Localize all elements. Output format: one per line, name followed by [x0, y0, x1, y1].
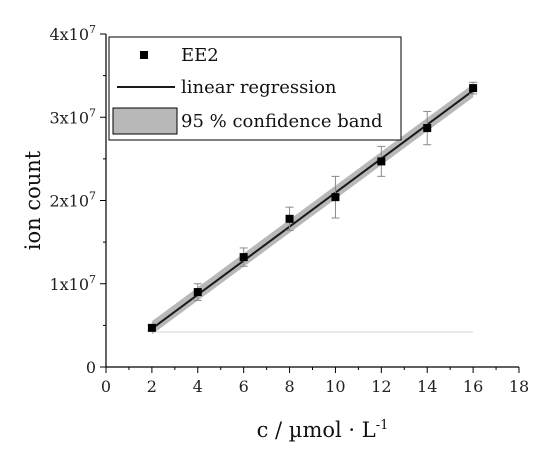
x-axis-title: c / µmol · L-1 — [257, 418, 389, 442]
axes: 0 2 4 6 8 10 12 14 16 18 0 1x107 2x107 3x107 4x107 c / … — [21, 23, 529, 442]
y-tick-label: 4x107 — [49, 23, 96, 44]
data-point-marker — [377, 157, 386, 166]
y-tick-label: 1x107 — [49, 273, 96, 294]
data-point-group — [285, 206, 294, 231]
data-point-group — [377, 145, 386, 177]
x-tick-label: 12 — [371, 377, 391, 396]
x-tick-label: 18 — [509, 377, 529, 396]
x-tick-label: 16 — [463, 377, 483, 396]
legend-label: linear regression — [181, 77, 337, 98]
data-point-group — [331, 175, 340, 219]
x-tick-label: 6 — [239, 377, 249, 396]
y-tick-label: 0 — [86, 358, 96, 377]
legend-entry: EE2 — [140, 45, 219, 66]
data-point-group — [239, 247, 248, 267]
data-point-marker — [147, 323, 156, 332]
data-point-group — [469, 81, 478, 95]
legend-label: EE2 — [181, 45, 219, 66]
data-point-marker — [469, 84, 478, 93]
data-point-group — [193, 283, 202, 301]
regression-line — [151, 89, 474, 330]
x-tick-label: 10 — [325, 377, 345, 396]
x-tick-label: 2 — [147, 377, 157, 396]
plot-area — [147, 81, 478, 335]
legend-label: 95 % confidence band — [181, 111, 383, 132]
legend-band-symbol — [112, 107, 178, 135]
data-point-marker — [239, 253, 248, 262]
y-tick-label: 3x107 — [49, 106, 96, 127]
x-tick-label: 0 — [101, 377, 111, 396]
y-axis-title: ion count — [21, 150, 45, 250]
legend-entry: 95 % confidence band — [112, 107, 383, 135]
data-point-marker — [193, 288, 202, 297]
data-point-group — [423, 110, 432, 146]
x-tick-label: 4 — [193, 377, 203, 396]
data-point-group — [147, 323, 156, 332]
legend-marker-symbol — [140, 51, 148, 59]
data-point-marker — [285, 214, 294, 223]
x-tick-label: 14 — [417, 377, 437, 396]
data-point-marker — [423, 124, 432, 133]
x-tick-label: 8 — [284, 377, 294, 396]
y-tick-label: 2x107 — [49, 190, 96, 211]
legend-entry: linear regression — [117, 77, 337, 98]
legend: EE2 linear regression 95 % confidence band — [108, 36, 402, 141]
data-point-marker — [331, 193, 340, 202]
